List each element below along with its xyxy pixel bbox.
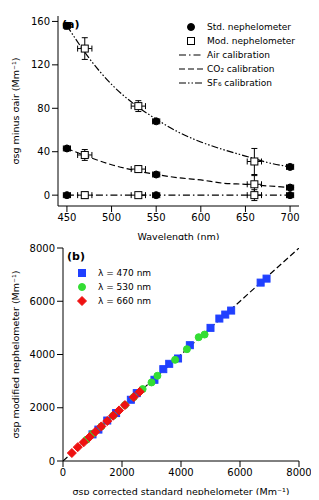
html-text:Mod. nephelometer: Mod. nephelometer — [207, 36, 295, 46]
svg-text:8000: 8000 — [30, 243, 55, 254]
svg-text:8000: 8000 — [286, 467, 311, 478]
html-text:λ = 660 nm: λ = 660 nm — [98, 296, 152, 306]
html-text:SF₆ calibration: SF₆ calibration — [207, 78, 272, 88]
html-text:(b): (b) — [67, 250, 85, 263]
html-text:Std. nephelometer: Std. nephelometer — [207, 22, 291, 32]
svg-text:σsp modified nephelometer (Mm⁻: σsp modified nephelometer (Mm⁻¹) — [10, 270, 21, 438]
svg-text:2000: 2000 — [30, 402, 55, 413]
svg-text:550: 550 — [147, 212, 166, 223]
svg-text:0: 0 — [49, 456, 55, 467]
svg-text:450: 450 — [57, 212, 76, 223]
svg-text:40: 40 — [37, 146, 50, 157]
svg-text:σsg minus σair (Mm⁻¹): σsg minus σair (Mm⁻¹) — [10, 57, 21, 164]
html-text:(a): (a) — [62, 18, 80, 31]
svg-text:Wavelength (nm): Wavelength (nm) — [137, 231, 219, 240]
svg-text:4000: 4000 — [168, 467, 193, 478]
svg-text:0: 0 — [60, 467, 66, 478]
html-text:λ = 470 nm: λ = 470 nm — [98, 268, 152, 278]
svg-text:2000: 2000 — [109, 467, 134, 478]
svg-text:σsp corrected standard nephelo: σsp corrected standard nephelometer (Mm⁻… — [73, 486, 290, 495]
svg-text:600: 600 — [191, 212, 210, 223]
html-text:λ = 530 nm: λ = 530 nm — [98, 282, 152, 292]
svg-text:500: 500 — [102, 212, 121, 223]
html-text:Air calibration: Air calibration — [207, 50, 270, 60]
svg-text:120: 120 — [31, 59, 50, 70]
svg-text:0: 0 — [44, 190, 50, 201]
svg-text:6000: 6000 — [227, 467, 252, 478]
html-text:CO₂ calibration: CO₂ calibration — [207, 64, 275, 74]
svg-text:6000: 6000 — [30, 296, 55, 307]
svg-text:80: 80 — [37, 103, 50, 114]
svg-text:160: 160 — [31, 16, 50, 27]
svg-text:4000: 4000 — [30, 349, 55, 360]
svg-text:700: 700 — [281, 212, 300, 223]
svg-text:650: 650 — [236, 212, 255, 223]
